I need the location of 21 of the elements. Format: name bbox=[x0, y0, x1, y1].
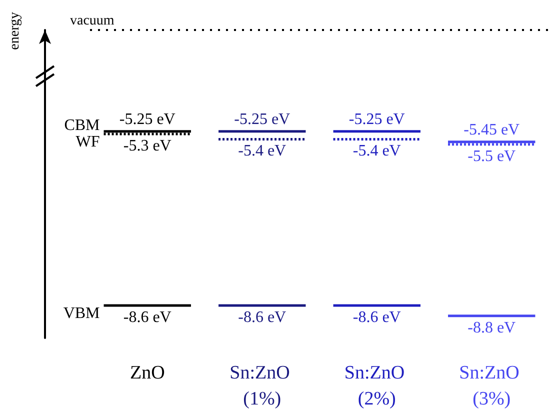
data-label: -8.8 eV bbox=[468, 319, 516, 336]
text: vacuum bbox=[70, 14, 114, 29]
category-label: ZnO bbox=[130, 362, 165, 384]
data-label: -5.25 eV bbox=[234, 110, 291, 128]
text: WF bbox=[76, 134, 100, 151]
text: VBM bbox=[63, 304, 100, 322]
text: CBM bbox=[64, 116, 100, 134]
data-label: -5.5 eV bbox=[468, 148, 516, 165]
category-label: Sn:ZnO (1%) bbox=[230, 362, 295, 410]
text: energy bbox=[8, 12, 22, 50]
data-label: -8.6 eV bbox=[238, 308, 287, 326]
data-label: -5.4 eV bbox=[238, 142, 287, 160]
category-label: Sn:ZnO (3%) bbox=[459, 362, 524, 410]
data-label: -5.25 eV bbox=[119, 110, 176, 128]
category-label: Sn:ZnO (2%) bbox=[344, 362, 410, 410]
data-label: -8.6 eV bbox=[352, 308, 402, 326]
data-label: -5.45 eV bbox=[464, 121, 520, 138]
data-label: -8.6 eV bbox=[123, 308, 172, 326]
data-label: -5.3 eV bbox=[123, 138, 172, 155]
data-label: -5.25 eV bbox=[348, 110, 406, 128]
data-label: -5.4 eV bbox=[352, 142, 402, 160]
